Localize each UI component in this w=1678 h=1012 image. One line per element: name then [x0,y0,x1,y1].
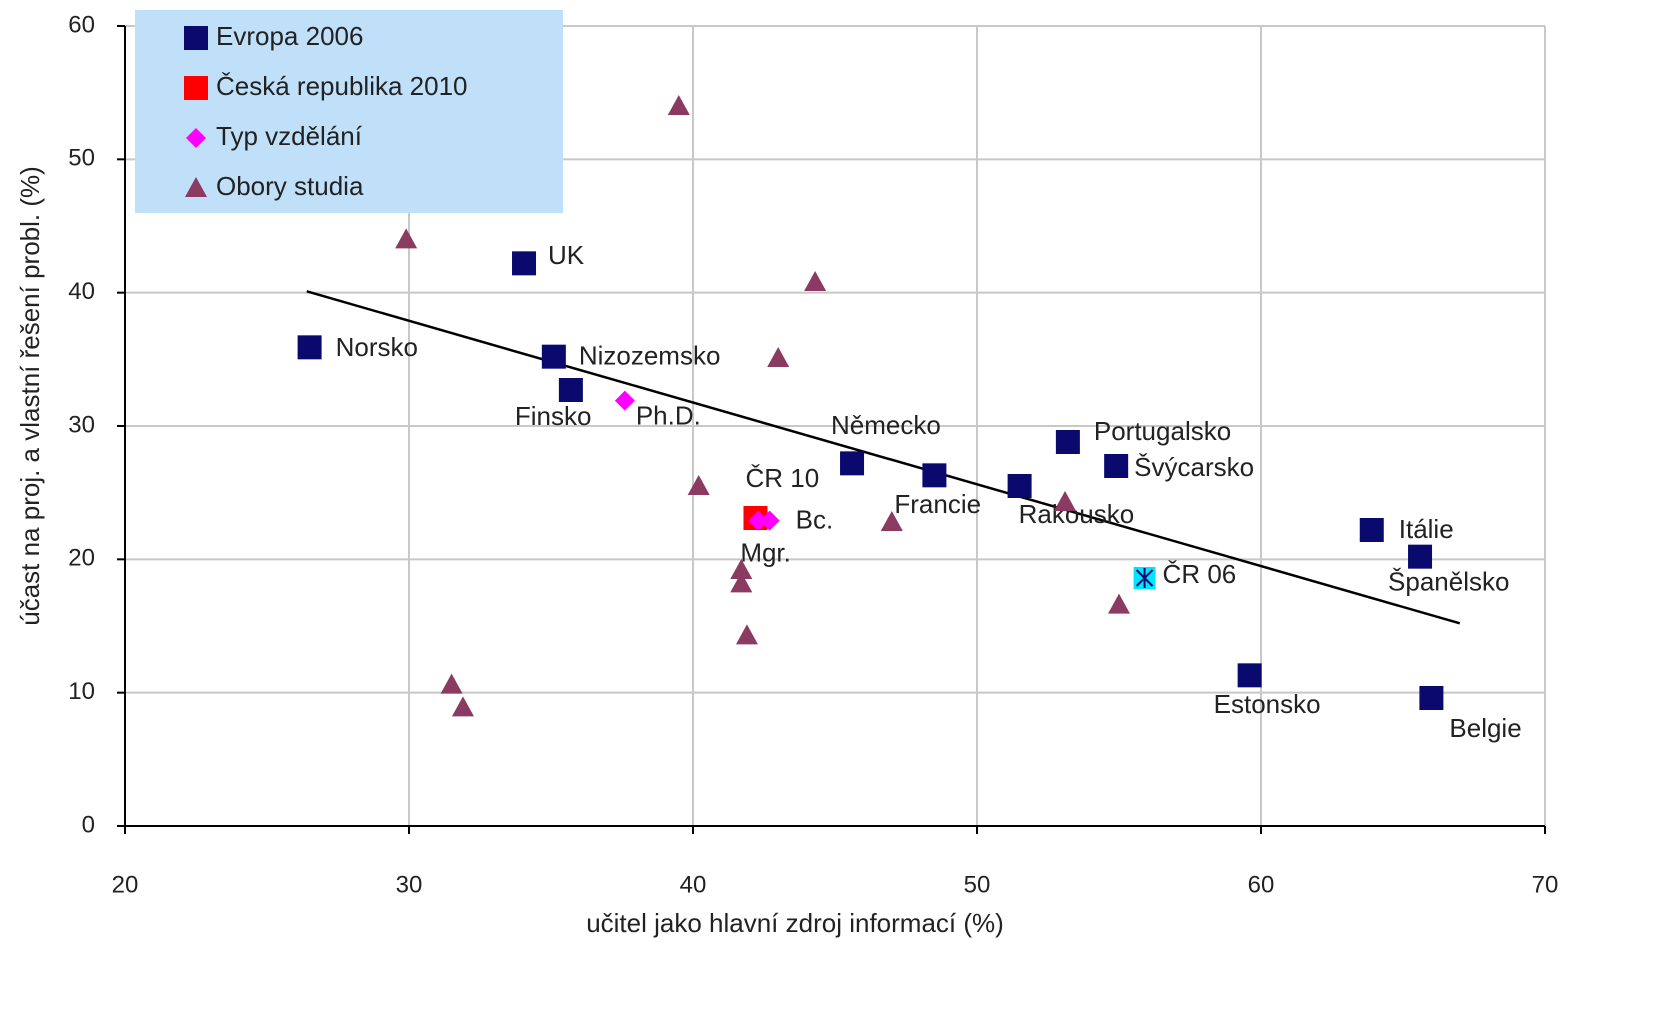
marker [395,228,418,249]
y-tick-label: 30 [68,411,95,438]
marker [1408,544,1433,569]
y-tick-label: 0 [82,811,95,838]
marker [541,344,566,369]
marker [804,271,827,291]
marker [759,510,780,531]
y-axis-label: účast na proj. a vlastní řešení probl. (… [15,166,45,626]
point-label: Švýcarsko [1134,452,1254,482]
marker [440,673,463,694]
marker [1007,474,1032,498]
marker [512,251,537,276]
marker [840,451,865,476]
marker [1055,430,1080,454]
legend-label: Česká republika 2010 [216,71,468,101]
x-tick-label: 30 [396,871,423,898]
point-label: Rakousko [1019,499,1135,529]
marker [687,475,710,495]
point-label: Estonsko [1214,689,1321,719]
point-label: Portugalsko [1094,416,1231,446]
x-axis-label: učitel jako hlavní zdroj informací (%) [586,908,1004,938]
marker [730,559,753,579]
marker [735,624,758,645]
point-label: Ph.D. [636,401,701,431]
x-tick-label: 40 [680,871,707,898]
marker [1359,518,1384,542]
y-tick-label: 20 [68,545,95,572]
point-label: ČR 10 [745,463,819,493]
marker [451,696,474,717]
point-label: Nizozemsko [579,341,721,371]
marker [185,177,207,197]
marker [186,128,206,148]
marker [614,390,635,411]
x-tick-label: 70 [1532,871,1559,898]
legend-label: Typ vzdělání [216,121,363,151]
marker [1054,491,1077,511]
marker [184,76,208,100]
legend: Evropa 2006 Česká republika 2010 Typ vzděl… [135,10,563,213]
point-label: ČR 06 [1163,559,1237,589]
point-label: Německo [831,410,941,440]
point-label: Francie [894,489,981,519]
marker [1104,454,1129,478]
y-tick-label: 50 [68,145,95,172]
point-label: Finsko [515,401,592,431]
marker [1237,663,1262,688]
marker [748,510,769,531]
x-tick-label: 20 [112,871,139,898]
point-label: Mgr. [740,538,791,568]
trendline [306,290,1461,625]
y-tick-label: 40 [68,278,95,305]
y-tick-label: 60 [68,11,95,38]
marker [1108,593,1130,614]
point-label: UK [548,240,585,270]
marker [1419,686,1444,710]
marker-star [1135,568,1154,588]
marker [922,463,947,488]
marker [184,26,208,50]
point-label: Itálie [1399,514,1454,544]
y-tick-label: 10 [68,678,95,705]
marker [667,95,690,115]
marker [730,572,753,593]
point-label: Bc. [796,505,834,535]
marker [558,378,583,402]
legend-label: Obory studia [216,171,364,201]
point-label: Španělsko [1388,567,1509,597]
legend-label: Evropa 2006 [216,21,363,51]
x-tick-label: 50 [964,871,991,898]
marker [297,335,322,360]
point-label: Norsko [336,332,418,362]
marker [880,511,903,531]
x-tick-label: 60 [1248,871,1275,898]
marker [767,347,790,367]
point-label: Belgie [1449,713,1521,743]
